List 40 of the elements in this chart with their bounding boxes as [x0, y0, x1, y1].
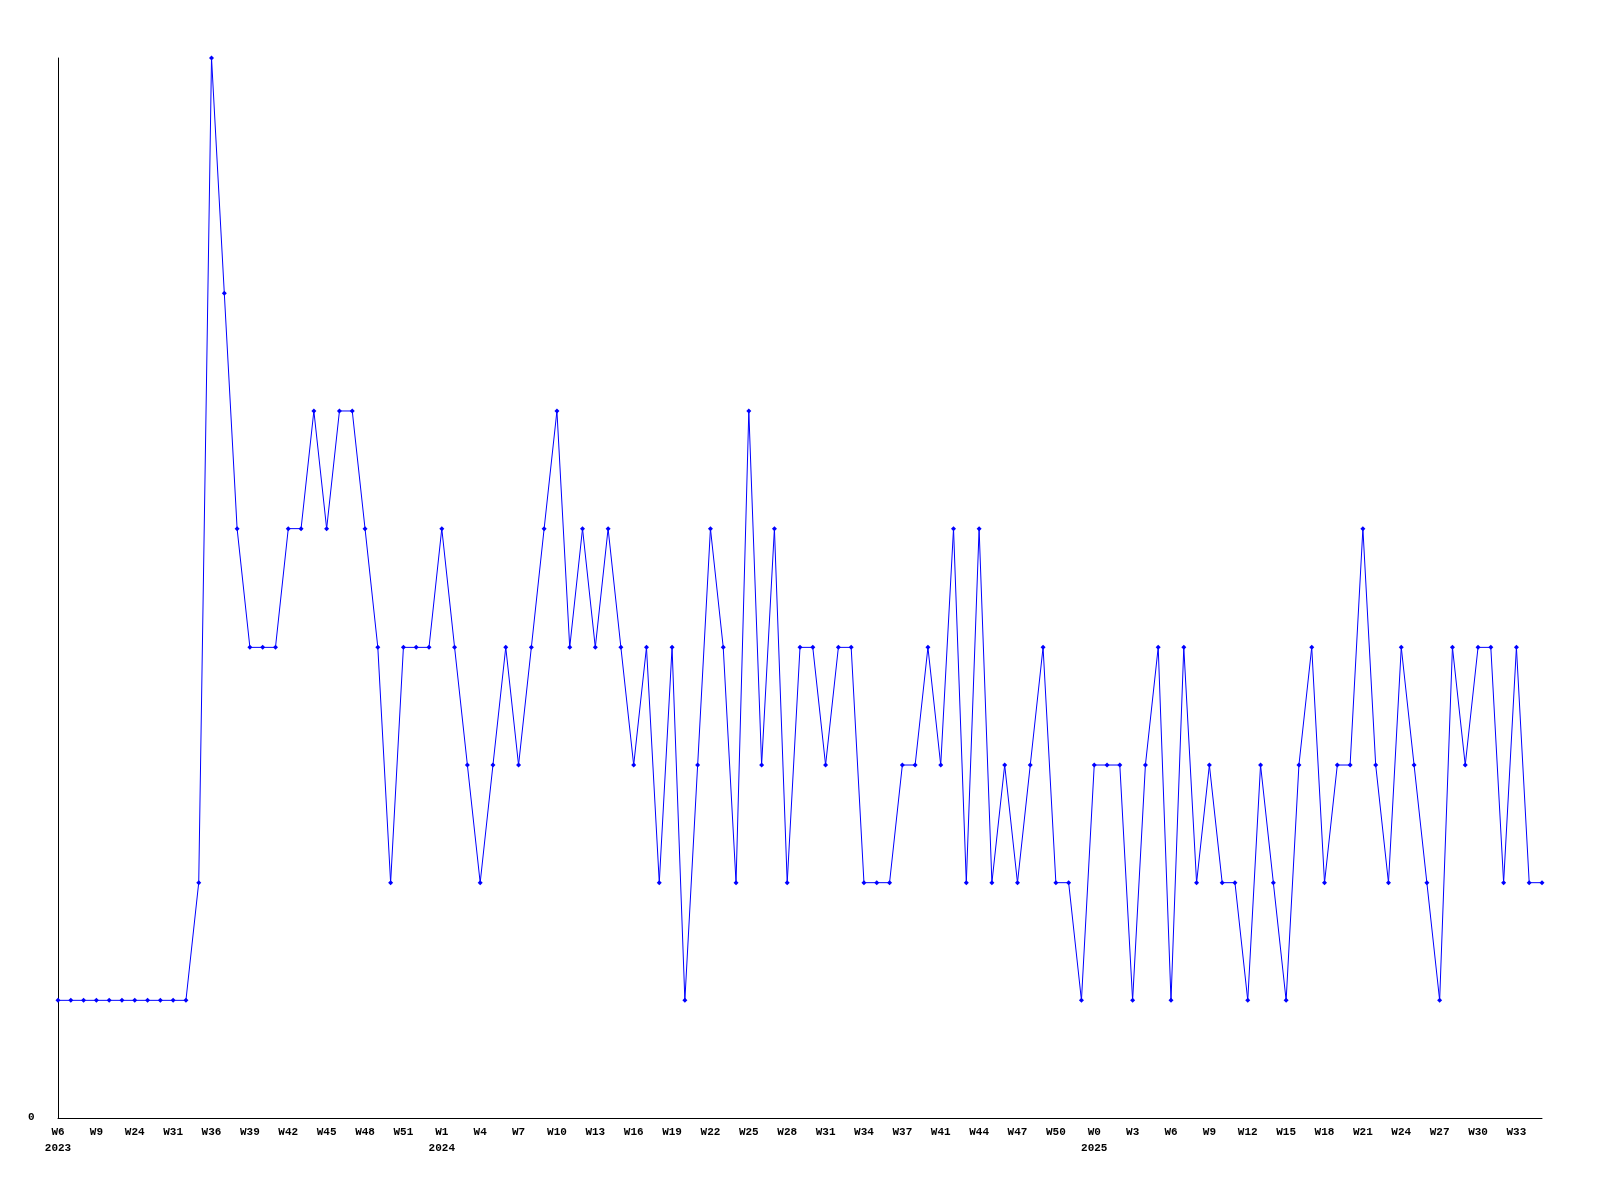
text: 0: [28, 1110, 35, 1123]
x-tick-label: W9: [1202, 1126, 1216, 1138]
x-tick-label: W6 2023: [44, 1126, 72, 1154]
x-tick-label: W10: [547, 1126, 567, 1138]
x-tick-label: W21: [1352, 1126, 1374, 1138]
x-tick-label: W25: [738, 1126, 760, 1138]
x-tick-label: W6: [1164, 1126, 1178, 1138]
x-tick-label: W31: [815, 1126, 836, 1138]
x-tick-label: W24: [124, 1126, 146, 1138]
x-tick-label: W28: [777, 1126, 798, 1138]
x-tick-label: W15: [1276, 1126, 1297, 1138]
x-tick-label: W42: [278, 1126, 299, 1138]
x-tick-label: W51: [393, 1126, 414, 1138]
x-tick-label: W44: [969, 1126, 990, 1138]
x-tick-label: W9: [89, 1126, 103, 1138]
x-tick-label: W24: [1391, 1126, 1412, 1138]
x-tick-label: W1 2024: [428, 1126, 456, 1154]
x-tick-label: W7: [511, 1126, 526, 1138]
x-tick-label: W50: [1045, 1126, 1066, 1138]
x-tick-label: W3: [1126, 1126, 1140, 1138]
x-tick-label: W16: [623, 1126, 644, 1138]
x-tick-label: W47: [1007, 1126, 1028, 1138]
x-tick-label: W4: [473, 1126, 488, 1138]
x-tick-label: W37: [892, 1126, 913, 1138]
x-tick-label: W48: [355, 1126, 376, 1138]
x-tick-label: W0 2025: [1081, 1126, 1108, 1154]
x-tick-label: W18: [1314, 1126, 1335, 1138]
x-tick-label: W13: [585, 1126, 606, 1138]
x-tick-label: W33: [1506, 1126, 1527, 1138]
x-tick-label: W27: [1429, 1126, 1450, 1138]
x-tick-label: W36: [201, 1126, 222, 1138]
x-tick-label: W12: [1237, 1126, 1258, 1138]
x-tick-label: W34: [854, 1126, 875, 1138]
x-tick-label: W39: [239, 1126, 260, 1138]
x-tick-label: W31: [163, 1126, 184, 1138]
x-tick-label: W30: [1468, 1126, 1488, 1138]
x-tick-label: W45: [316, 1126, 337, 1138]
x-tick-label: W19: [662, 1126, 682, 1138]
x-tick-label: W41: [930, 1126, 952, 1138]
x-tick-label: W22: [700, 1126, 721, 1138]
